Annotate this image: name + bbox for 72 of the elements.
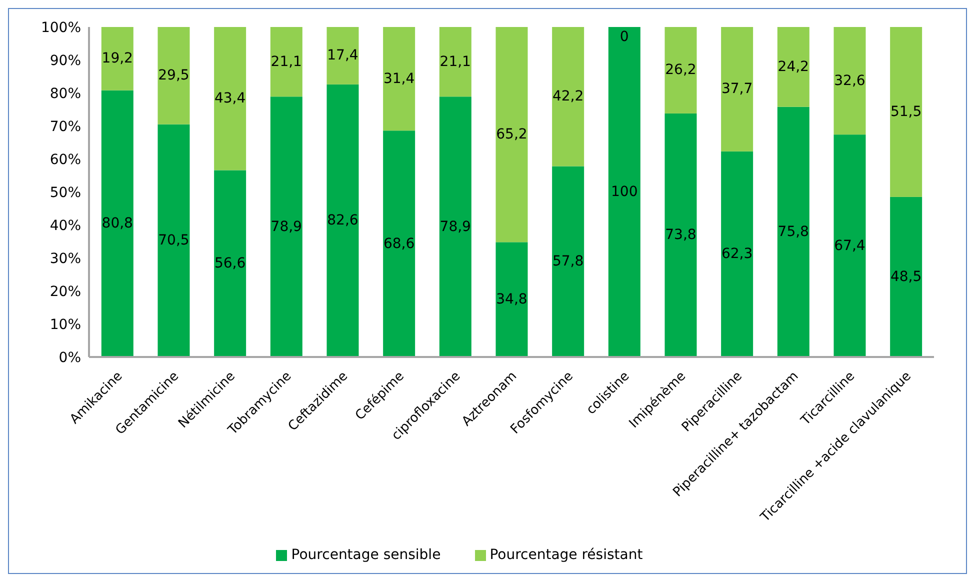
bar xyxy=(664,113,697,357)
bar xyxy=(158,124,190,357)
data-label: 82,6 xyxy=(327,212,358,229)
data-label: 57,8 xyxy=(552,254,584,270)
data-label: 70,5 xyxy=(158,232,190,249)
data-label: 32,6 xyxy=(834,72,866,89)
data-label: 73,8 xyxy=(665,227,696,244)
y-tick-label: 90% xyxy=(50,52,81,69)
legend-label: Pourcentage résistant xyxy=(490,547,643,563)
y-tick-label: 50% xyxy=(50,184,81,201)
y-tick-label: 10% xyxy=(50,316,81,333)
data-label: 37,7 xyxy=(721,81,753,98)
y-tick-label: 100% xyxy=(40,20,81,36)
data-label: 24,2 xyxy=(778,58,809,75)
data-label: 31,4 xyxy=(383,70,415,87)
legend-label: Pourcentage sensible xyxy=(291,547,441,563)
bar xyxy=(496,242,528,357)
bar xyxy=(439,27,472,97)
bar xyxy=(552,27,584,166)
y-tick-label: 0% xyxy=(58,350,81,366)
y-tick-label: 30% xyxy=(50,250,81,267)
data-label: 19,2 xyxy=(102,50,133,67)
data-label: 62,3 xyxy=(721,246,753,262)
bar xyxy=(608,27,640,357)
bar xyxy=(834,27,866,135)
bar xyxy=(890,196,922,357)
data-label: 48,5 xyxy=(890,268,922,285)
bar xyxy=(383,27,416,131)
data-label: 100 xyxy=(611,184,638,200)
data-label: 56,6 xyxy=(214,256,246,272)
y-tick-label: 40% xyxy=(50,218,81,234)
data-label: 43,4 xyxy=(214,90,246,107)
data-label: 42,2 xyxy=(552,88,584,105)
bar xyxy=(270,96,302,357)
bar xyxy=(270,27,302,97)
data-label: 75,8 xyxy=(778,224,809,240)
bar xyxy=(890,27,922,197)
data-label: 78,9 xyxy=(270,218,302,235)
y-tick-label: 60% xyxy=(50,152,81,168)
bar xyxy=(326,27,359,84)
data-label: 21,1 xyxy=(270,54,302,70)
bar xyxy=(326,84,359,357)
data-label: 17,4 xyxy=(327,48,358,64)
bar xyxy=(158,27,190,124)
bar xyxy=(383,130,416,357)
data-label: 21,1 xyxy=(440,54,471,70)
data-label: 65,2 xyxy=(496,126,528,143)
bar xyxy=(214,27,246,170)
y-tick-label: 80% xyxy=(50,86,81,102)
bar xyxy=(777,106,810,357)
bar xyxy=(552,166,584,357)
bar xyxy=(834,134,866,357)
bar xyxy=(777,27,810,107)
bar xyxy=(496,27,528,242)
bar xyxy=(439,96,472,357)
data-label: 67,4 xyxy=(834,238,866,254)
y-tick-label: 20% xyxy=(50,284,81,300)
bar xyxy=(721,151,754,357)
bar xyxy=(664,27,697,114)
bar xyxy=(214,170,246,357)
bar xyxy=(101,27,134,90)
data-label: 34,8 xyxy=(496,292,528,308)
bar xyxy=(101,90,134,357)
data-label: 26,2 xyxy=(665,62,696,78)
data-label: 0 xyxy=(620,29,629,45)
data-label: 78,9 xyxy=(440,218,471,235)
y-tick-label: 70% xyxy=(50,118,81,135)
data-label: 80,8 xyxy=(102,216,133,232)
data-label: 29,5 xyxy=(158,68,190,84)
bar xyxy=(721,27,754,152)
data-label: 68,6 xyxy=(383,236,415,252)
data-label: 51,5 xyxy=(890,104,922,120)
